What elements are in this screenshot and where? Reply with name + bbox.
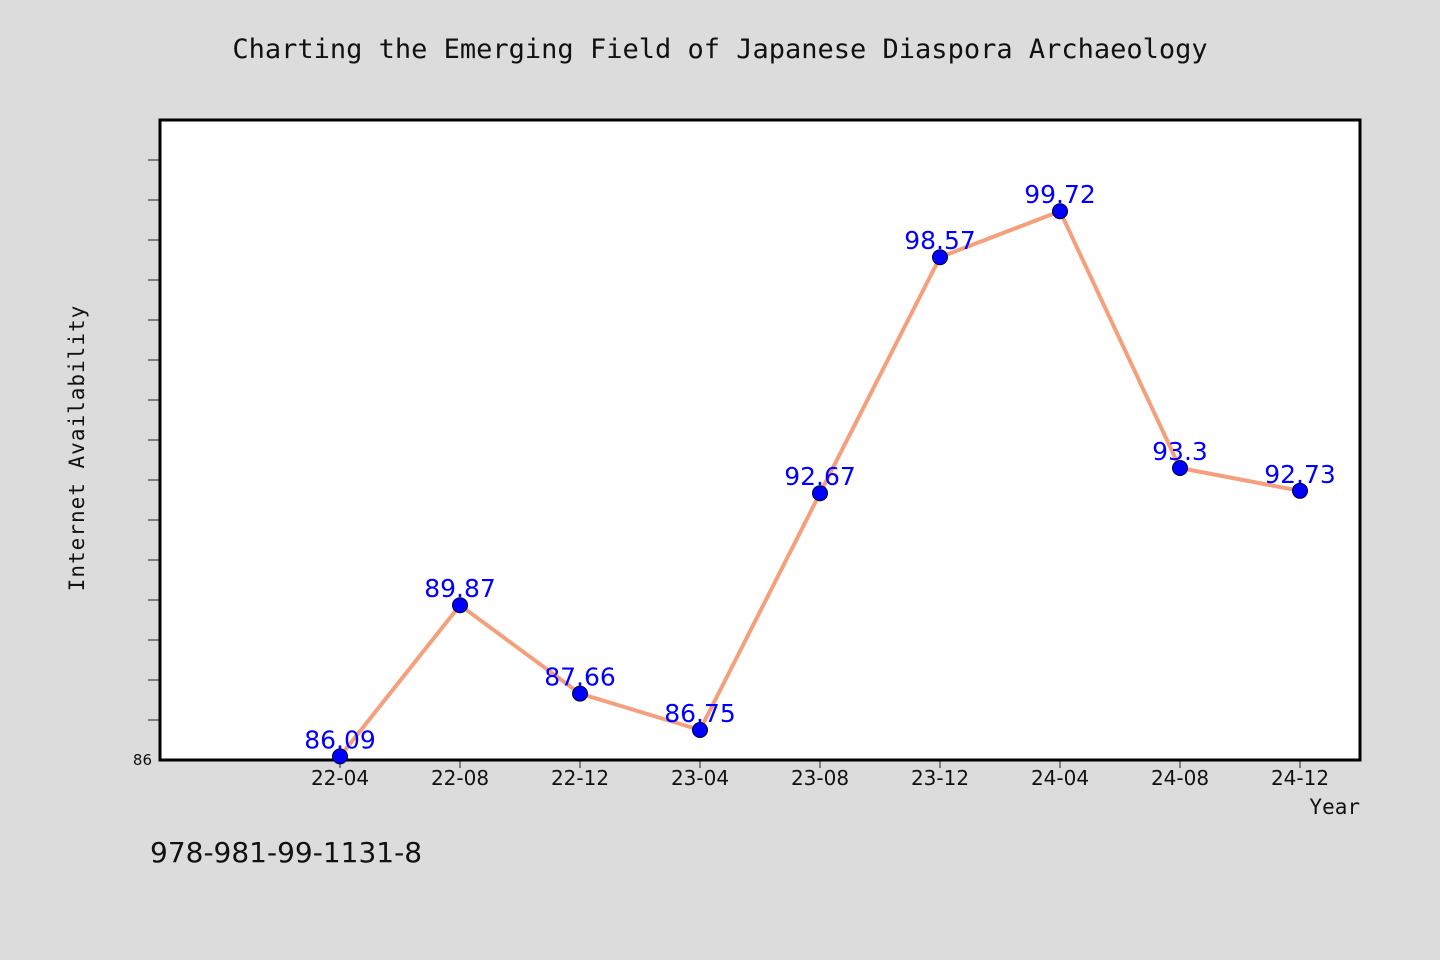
x-tick-label: 24-12: [1271, 766, 1329, 790]
chart-title: Charting the Emerging Field of Japanese …: [232, 34, 1208, 65]
data-point: [572, 685, 588, 702]
data-label: 87.66: [544, 663, 616, 692]
isbn-text: 978-981-99-1131-8: [150, 836, 423, 869]
data-label: 98.57: [904, 226, 976, 255]
x-tick-label: 24-04: [1031, 766, 1089, 790]
data-point: [812, 485, 828, 502]
x-tick-label: 22-08: [431, 766, 489, 790]
data-point: [932, 249, 948, 266]
x-tick-label: 22-12: [551, 766, 609, 790]
x-tick-label: 23-04: [671, 766, 729, 790]
x-tick-label: 24-08: [1151, 766, 1209, 790]
x-tick-label: 23-12: [911, 766, 969, 790]
x-tick-label: 23-08: [791, 766, 849, 790]
y-tick-label: 86: [133, 751, 152, 769]
data-label: 89.87: [424, 574, 496, 603]
data-label: 86.75: [664, 699, 736, 728]
data-label: 86.09: [304, 725, 376, 754]
data-label: 92.73: [1264, 460, 1336, 489]
data-point: [332, 748, 348, 765]
plot-area: [160, 120, 1360, 760]
data-point: [1292, 482, 1308, 499]
data-label: 99.72: [1024, 180, 1096, 209]
data-point: [1052, 203, 1068, 220]
data-point: [692, 722, 708, 738]
data-label: 92.67: [784, 462, 856, 491]
data-point: [452, 597, 468, 614]
data-label: 93.3: [1152, 437, 1208, 466]
x-axis-label: Year: [1309, 795, 1360, 819]
data-point: [1172, 460, 1188, 476]
x-tick-label: 22-04: [311, 766, 369, 790]
plot-border: [158, 118, 1362, 762]
